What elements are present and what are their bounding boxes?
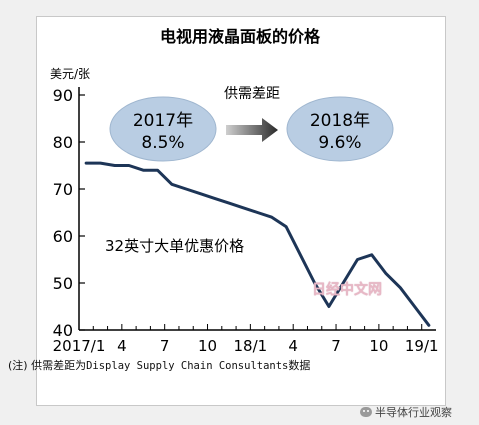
x-tick-label: 2017/1 xyxy=(53,337,106,355)
footnote: (注) 供需差距为Display Supply Chain Consultant… xyxy=(8,357,310,373)
x-tick-label: 7 xyxy=(160,337,170,355)
series-layer xyxy=(84,161,431,327)
axes xyxy=(78,87,436,331)
y-tick-label: 70 xyxy=(53,180,73,199)
attribution-text: 半导体行业观察 xyxy=(375,406,452,419)
x-tick-label: 10 xyxy=(198,337,217,355)
x-tick-label: 4 xyxy=(288,337,298,355)
x-tick-label: 7 xyxy=(331,337,341,355)
series-line xyxy=(84,161,431,327)
y-tick-label: 50 xyxy=(53,274,73,293)
bubble-2018-value: 9.6% xyxy=(318,133,361,153)
arrow-right-icon xyxy=(226,118,278,142)
y-tick-label: 40 xyxy=(53,321,73,340)
x-tick-label: 10 xyxy=(369,337,388,355)
y-ticks: 40 50 60 70 80 90 xyxy=(53,86,85,340)
series-label: 32英寸大单优惠价格 xyxy=(105,237,244,255)
y-tick-label: 90 xyxy=(53,86,73,105)
chart-frame xyxy=(36,16,446,406)
watermark: 日经中文网 xyxy=(312,282,382,298)
bubble-2018: 2018年 9.6% xyxy=(286,96,394,162)
footnote-source: Display Supply Chain Consultants xyxy=(86,360,289,372)
footnote-prefix: (注) 供需差距为 xyxy=(8,359,87,372)
y-tick-label: 80 xyxy=(53,133,73,152)
y-tick-label: 60 xyxy=(53,227,73,246)
x-tick-label: 4 xyxy=(117,337,127,355)
x-ticks: 2017/1 4 7 10 18/1 4 7 10 19/1 xyxy=(53,324,439,355)
x-tick-label: 19/1 xyxy=(405,337,439,355)
gap-heading: 供需差距 xyxy=(224,86,280,102)
chart-title: 电视用液晶面板的价格 xyxy=(160,27,321,46)
x-tick-label: 18/1 xyxy=(234,337,268,355)
bubble-2017: 2017年 8.5% xyxy=(109,96,217,162)
bubble-2017-value: 8.5% xyxy=(141,133,184,153)
footnote-suffix: 数据 xyxy=(288,359,311,372)
y-axis-label: 美元/张 xyxy=(50,67,90,81)
bubble-2018-year: 2018年 xyxy=(310,111,370,131)
wechat-icon xyxy=(360,407,372,417)
bubble-2017-year: 2017年 xyxy=(133,111,193,131)
attribution: 半导体行业观察 xyxy=(360,404,452,420)
